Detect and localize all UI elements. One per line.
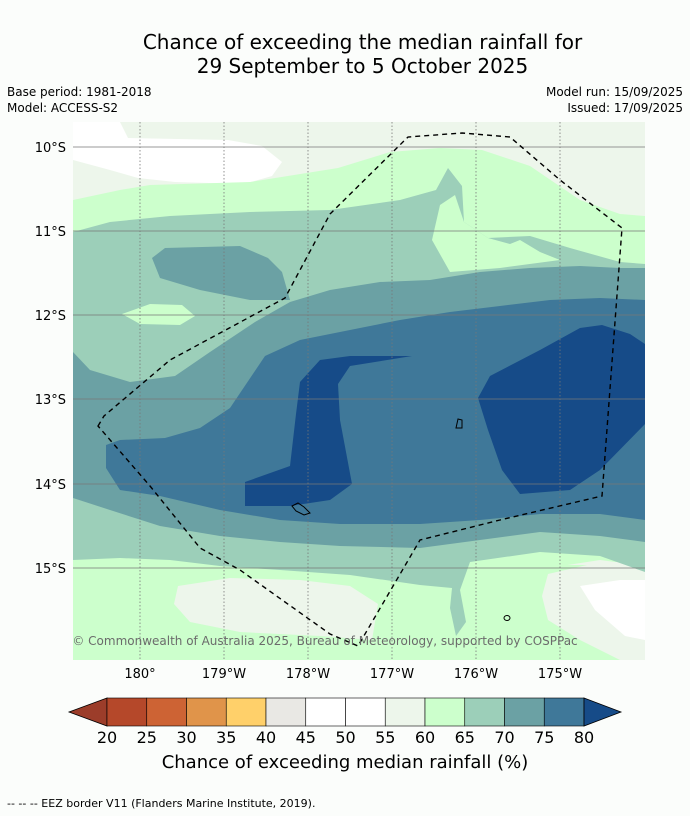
rainfall-map: [73, 122, 645, 660]
colorbar-segment: [384, 697, 426, 727]
title-line-1: Chance of exceeding the median rainfall …: [142, 30, 583, 54]
colorbar-over-arrow: [583, 697, 623, 727]
colorbar-segment: [265, 697, 307, 727]
eez-border: [97, 132, 623, 647]
gridlines: [73, 122, 645, 660]
meta-right: Model run: 15/09/2025 Issued: 17/09/2025: [546, 84, 683, 116]
colorbar-segment: [504, 697, 545, 727]
colorbar-segment: [146, 697, 187, 727]
lat-label-15s: 15°S: [35, 562, 66, 577]
island-west: [291, 502, 311, 516]
colorbar-tick-label: 50: [335, 728, 355, 747]
model-name: Model: ACCESS-S2: [7, 101, 119, 115]
colorbar-tick-label: 40: [256, 728, 276, 747]
colorbar: 20 25 30 35 40 45 50 55 60 65 70 75 80: [67, 697, 623, 747]
lat-label-12s: 12°S: [35, 309, 66, 324]
colorbar-segment: [305, 697, 346, 727]
band-over-80-west: [245, 356, 412, 506]
lon-label-177w: 177°W: [370, 667, 414, 682]
colorbar-tick-label: 30: [176, 728, 196, 747]
lon-label-176w: 176°W: [454, 667, 498, 682]
lat-label-10s: 10°S: [35, 141, 66, 156]
base-period: Base period: 1981-2018: [7, 85, 152, 99]
colorbar-segment: [424, 697, 466, 727]
band-50-55-bottom-right: [580, 580, 645, 640]
model-run: Model run: 15/09/2025: [545, 85, 683, 99]
colorbar-segment: [345, 697, 386, 727]
lon-label-180: 180°: [124, 667, 155, 682]
lon-label-175w: 175°W: [538, 667, 582, 682]
colorbar-segment: [543, 697, 585, 727]
colorbar-tick-label: 25: [137, 728, 157, 747]
band-55-60-bottom-left: [174, 578, 378, 640]
colorbar-tick-label: 45: [296, 728, 316, 747]
band-60-65-pocket: [432, 195, 560, 272]
colorbar-segment: [106, 697, 148, 727]
colorbar-tick-label: 35: [216, 728, 236, 747]
meta-left: Base period: 1981-2018 Model: ACCESS-S2: [7, 84, 152, 116]
colorbar-tick-label: 70: [494, 728, 514, 747]
band-over-80-east: [478, 325, 645, 494]
band-70-75-upper: [152, 246, 290, 300]
colorbar-tick-label: 60: [415, 728, 435, 747]
eez-legend: -- -- -- EEZ border V11 (Flanders Marine…: [7, 797, 316, 810]
colorbar-tick-label: 65: [455, 728, 475, 747]
colorbar-tick-label: 20: [97, 728, 117, 747]
colorbar-tick-label: 55: [375, 728, 395, 747]
band-50-55-top: [73, 122, 282, 184]
lat-label-14s: 14°S: [35, 478, 66, 493]
colorbar-under-arrow: [67, 697, 108, 727]
issued-date: Issued: 17/09/2025: [567, 101, 683, 115]
band-60-65-blob: [122, 304, 195, 325]
island-south: [503, 615, 511, 621]
lat-label-11s: 11°S: [35, 225, 66, 240]
colorbar-label: Chance of exceeding median rainfall (%): [161, 752, 529, 773]
island-east: [455, 418, 463, 429]
colorbar-tick-label: 80: [574, 728, 594, 747]
lat-label-13s: 13°S: [35, 393, 66, 408]
lon-label-178w: 178°W: [286, 667, 330, 682]
colorbar-segment: [186, 697, 227, 727]
chart-title: Chance of exceeding the median rainfall …: [0, 30, 690, 78]
title-line-2: 29 September to 5 October 2025: [196, 54, 529, 78]
colorbar-tick-label: 75: [534, 728, 554, 747]
colorbar-segment: [225, 697, 267, 727]
colorbar-segment: [464, 697, 505, 727]
copyright-notice: © Commonwealth of Australia 2025, Bureau…: [72, 634, 577, 648]
lon-label-179w: 179°W: [202, 667, 246, 682]
